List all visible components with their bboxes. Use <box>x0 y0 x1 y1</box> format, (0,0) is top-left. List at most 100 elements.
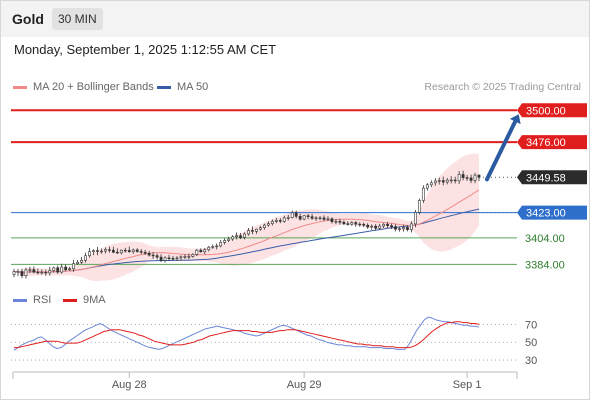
candle-body <box>151 254 155 257</box>
legend-rsi-swatch <box>13 298 27 302</box>
candle-body <box>310 216 314 219</box>
resistance-2-tag <box>517 103 587 118</box>
pivot-tag <box>517 205 587 220</box>
candle-body <box>211 246 215 248</box>
candle-body <box>100 250 103 253</box>
candle-body <box>60 266 64 273</box>
resistance-1-label: 3476.00 <box>526 137 566 149</box>
candle-body <box>398 228 401 230</box>
legend-ma20-swatch <box>13 85 27 89</box>
rsi-tick-50: 50 <box>525 337 537 349</box>
candle-body <box>322 217 326 220</box>
candle-body <box>382 223 386 227</box>
candle-body <box>330 218 334 222</box>
candle-body <box>302 215 306 220</box>
candle-body <box>179 256 183 259</box>
legend-ma50-label: MA 50 <box>177 81 209 93</box>
candle-body <box>453 179 457 182</box>
candle-body <box>207 246 211 250</box>
candle-body <box>314 217 318 219</box>
candle-body <box>306 215 310 218</box>
candle-body <box>429 182 433 186</box>
support-2-label: 3384.00 <box>525 259 565 271</box>
candle-body <box>247 230 250 235</box>
candle-body <box>52 267 56 271</box>
resistance-1-tag <box>517 135 587 150</box>
legend-9ma-label: 9MA <box>83 294 106 306</box>
rsi-tick-30: 30 <box>525 355 537 367</box>
candle-body <box>143 252 147 254</box>
candle-body <box>107 249 111 251</box>
x-tick-label: Aug 29 <box>287 379 322 391</box>
candle-body <box>92 250 95 252</box>
candle-body <box>175 257 179 259</box>
candle-body <box>171 258 175 260</box>
candle-body <box>231 236 234 240</box>
candle-body <box>294 212 298 217</box>
legend-9ma: 9MA <box>63 294 106 306</box>
candle-body <box>115 251 119 254</box>
candle-body <box>298 216 302 220</box>
instrument-title: Gold <box>12 11 44 27</box>
x-tick-label: Sep 1 <box>453 379 482 391</box>
candle-body <box>199 249 203 253</box>
timeframe-button[interactable]: 30 MIN <box>52 8 103 30</box>
candle-body <box>32 269 36 273</box>
candle-body <box>437 180 441 182</box>
candle-body <box>461 174 465 178</box>
candle-body <box>266 223 270 226</box>
candle-body <box>203 249 207 253</box>
candle-body <box>28 269 32 271</box>
candle-body <box>167 257 171 259</box>
candle-body <box>88 251 91 257</box>
candle-body <box>131 249 135 252</box>
candle-body <box>48 270 52 274</box>
candle-body <box>457 174 461 182</box>
forecast-arrow-head <box>509 114 521 125</box>
candle-body <box>362 223 366 226</box>
candle-body <box>370 225 374 228</box>
candle-body <box>441 180 445 183</box>
rsi-9ma-line <box>14 321 480 349</box>
candle-body <box>251 230 254 232</box>
legend-rsi-label: RSI <box>33 294 52 306</box>
legend-ma50: MA 50 <box>157 81 208 93</box>
candle-body <box>278 220 282 222</box>
candle-body <box>402 227 405 230</box>
legend-ma20: MA 20 + Bollinger Bands <box>13 81 154 93</box>
candle-body <box>259 227 262 230</box>
candle-body <box>139 251 143 253</box>
candle-body <box>338 221 342 223</box>
candle-body <box>318 217 322 219</box>
candle-body <box>421 187 425 201</box>
header-bar: Gold 30 MIN <box>1 1 589 37</box>
rsi-line <box>13 316 480 351</box>
candle-body <box>433 180 437 184</box>
candle-body <box>76 261 79 264</box>
candle-body <box>386 223 389 226</box>
candle-body <box>104 249 107 252</box>
candle-body <box>72 263 76 270</box>
candle-body <box>20 271 24 276</box>
candle-body <box>187 256 191 258</box>
pivot-label: 3423.00 <box>526 208 566 220</box>
candle-body <box>135 249 139 252</box>
candle-body <box>239 235 242 238</box>
candle-body <box>119 249 123 254</box>
candle-body <box>191 254 195 257</box>
last-price-label: 3449.58 <box>526 172 566 184</box>
candle-body <box>227 238 231 241</box>
candle-body <box>445 179 449 183</box>
candle-body <box>255 228 258 232</box>
candle-body <box>449 179 453 182</box>
bollinger-band <box>14 153 479 282</box>
candle-body <box>378 225 382 229</box>
timestamp: Monday, September 1, 2025 1:12:55 AM CET <box>14 42 277 57</box>
candle-body <box>469 177 473 181</box>
candle-body <box>286 217 290 219</box>
x-tick-label: Aug 28 <box>112 379 147 391</box>
rsi-tick-70: 70 <box>525 319 537 331</box>
candle-body <box>44 271 48 274</box>
candle-body <box>159 256 163 261</box>
